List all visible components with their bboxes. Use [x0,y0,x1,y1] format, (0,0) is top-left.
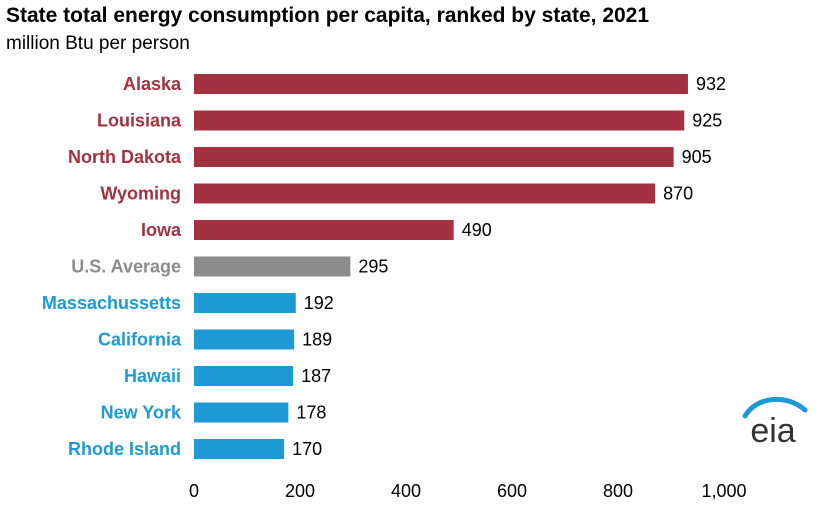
x-tick-label: 800 [603,481,633,501]
bars-layer: Alaska 932 Louisiana 925 North Dakota 905 Wyom… [42,74,726,459]
bar-new-york [194,402,289,423]
bar-california [194,329,295,350]
bar-hawaii [194,366,294,386]
value-label-louisiana: 925 [692,111,722,131]
value-label-california: 189 [302,330,332,350]
x-tick-label: 600 [497,481,527,501]
x-tick-label: 400 [391,481,421,501]
value-label-north-dakota: 905 [682,147,712,167]
value-label-rhode-island: 170 [292,439,322,459]
chart-title: State total energy consumption per capit… [6,4,650,27]
category-label-louisiana: Louisiana [97,111,182,131]
category-label-hawaii: Hawaii [124,366,181,386]
x-axis: 0 200 400 600 800 1,000 [189,481,747,501]
category-label-massachussetts: Massachussetts [42,293,181,313]
category-label-north-dakota: North Dakota [68,147,182,167]
value-label-alaska: 932 [696,74,726,94]
category-label-iowa: Iowa [141,220,182,240]
bar-wyoming [194,183,656,204]
value-label-hawaii: 187 [301,366,331,386]
category-label-u-s-average: U.S. Average [71,257,181,277]
value-label-wyoming: 870 [663,184,693,204]
bar-alaska [194,74,688,94]
value-label-u-s-average: 295 [358,257,388,277]
x-tick-label: 200 [285,481,315,501]
category-label-wyoming: Wyoming [100,184,181,204]
category-label-alaska: Alaska [123,74,182,94]
logo-wordmark: eia [750,412,795,448]
value-label-iowa: 490 [462,220,492,240]
value-label-new-york: 178 [296,403,326,423]
bar-rhode-island [194,439,285,459]
logo-swoosh-icon [742,396,808,419]
eia-logo: eia [742,396,808,448]
bar-louisiana [194,110,685,131]
bar-iowa [194,220,454,240]
category-label-california: California [98,330,182,350]
x-tick-label: 1,000 [701,481,746,501]
category-label-rhode-island: Rhode Island [68,439,181,459]
bar-massachussetts [194,293,296,313]
value-label-massachussetts: 192 [304,293,334,313]
chart-subtitle: million Btu per person [6,33,190,54]
bar-north-dakota [194,147,674,167]
bar-u-s-average [194,256,351,277]
x-tick-label: 0 [189,481,199,501]
category-label-new-york: New York [101,403,182,423]
